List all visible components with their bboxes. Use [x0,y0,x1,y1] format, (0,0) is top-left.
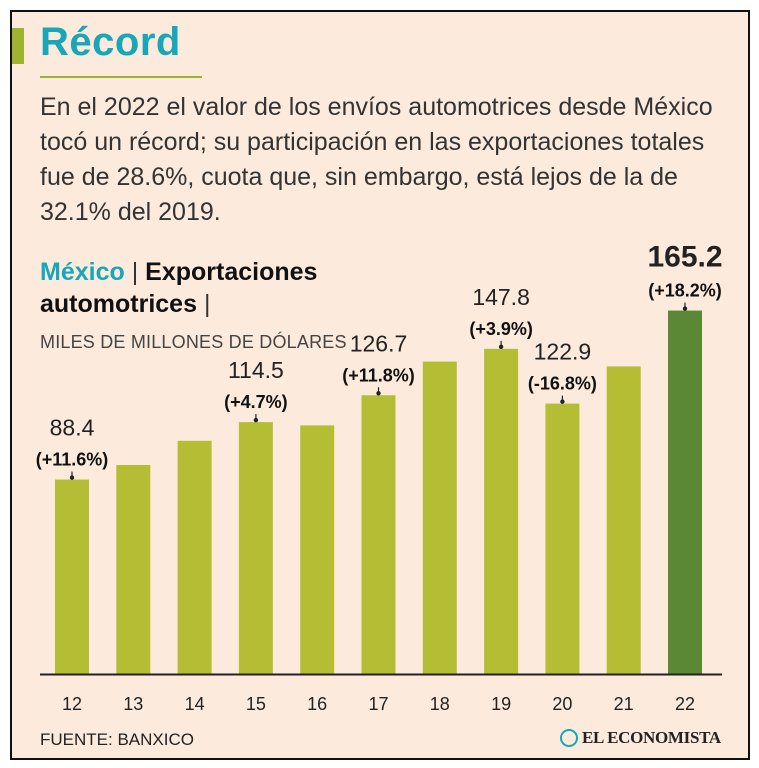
bar-19 [484,348,519,674]
value-label-15: 114.5 [228,357,284,383]
brand-mark-icon [560,729,578,747]
x-tick-label-16: 16 [307,694,327,714]
title-underline [40,76,202,78]
leader-dot-15 [253,417,259,423]
chart-units-label: MILES DE MILLONES DE DÓLARES [40,332,347,352]
brand-name: EL ECONOMISTA [582,728,721,747]
leader-dot-12 [69,475,75,480]
x-tick-label-19: 19 [491,694,511,714]
change-label-15: (+4.7%) [224,392,288,412]
x-tick-label-18: 18 [430,694,450,714]
chart-title-place: México [40,258,125,286]
leader-dot-20 [560,399,565,404]
x-tick-label-20: 20 [552,694,572,714]
change-label-22: (+18.2%) [648,281,722,301]
x-tick-label-21: 21 [614,694,634,714]
x-tick-label-13: 13 [123,694,143,714]
value-label-19: 147.8 [472,284,530,310]
page-title: Récord [40,20,181,64]
bar-21 [606,366,641,674]
x-tick-label-12: 12 [62,694,82,714]
value-label-20: 122.9 [534,339,592,365]
value-label-12: 88.4 [50,415,95,441]
intro-paragraph: En el 2022 el valor de los envíos automo… [40,93,713,226]
bar-14 [177,440,212,674]
brand-logo: EL ECONOMISTA [560,728,721,748]
bar-17 [361,395,396,674]
leader-dot-22 [682,306,688,311]
bar-15 [238,422,273,674]
chart-title-separator: | [131,258,139,286]
change-label-20: (-16.8%) [528,374,597,394]
x-tick-label-14: 14 [185,694,205,714]
bar-20 [545,403,580,674]
bar-22 [668,310,702,674]
bar-13 [116,465,151,674]
bar-16 [300,425,335,674]
source-note: FUENTE: BANXICO [40,730,194,749]
value-label-17: 126.7 [350,330,408,356]
bar-12 [55,479,89,674]
bar-18 [422,361,457,674]
change-label-19: (+3.9%) [469,319,533,339]
change-label-12: (+11.6%) [36,450,109,470]
change-label-17: (+11.8%) [342,365,415,385]
x-tick-label-22: 22 [675,694,695,714]
chart-title-line2: automotrices [40,290,197,318]
title-accent-bar [12,28,24,64]
leader-dot-19 [498,344,504,350]
chart-title: México | Exportaciones automotrices | [40,256,317,320]
chart-title-separator-2: | [203,290,211,318]
leader-dot-17 [376,391,381,396]
chart-title-line1: Exportaciones [145,258,318,286]
x-tick-label-17: 17 [368,694,388,714]
value-label-22: 165.2 [647,241,722,274]
x-tick-label-15: 15 [246,694,266,714]
